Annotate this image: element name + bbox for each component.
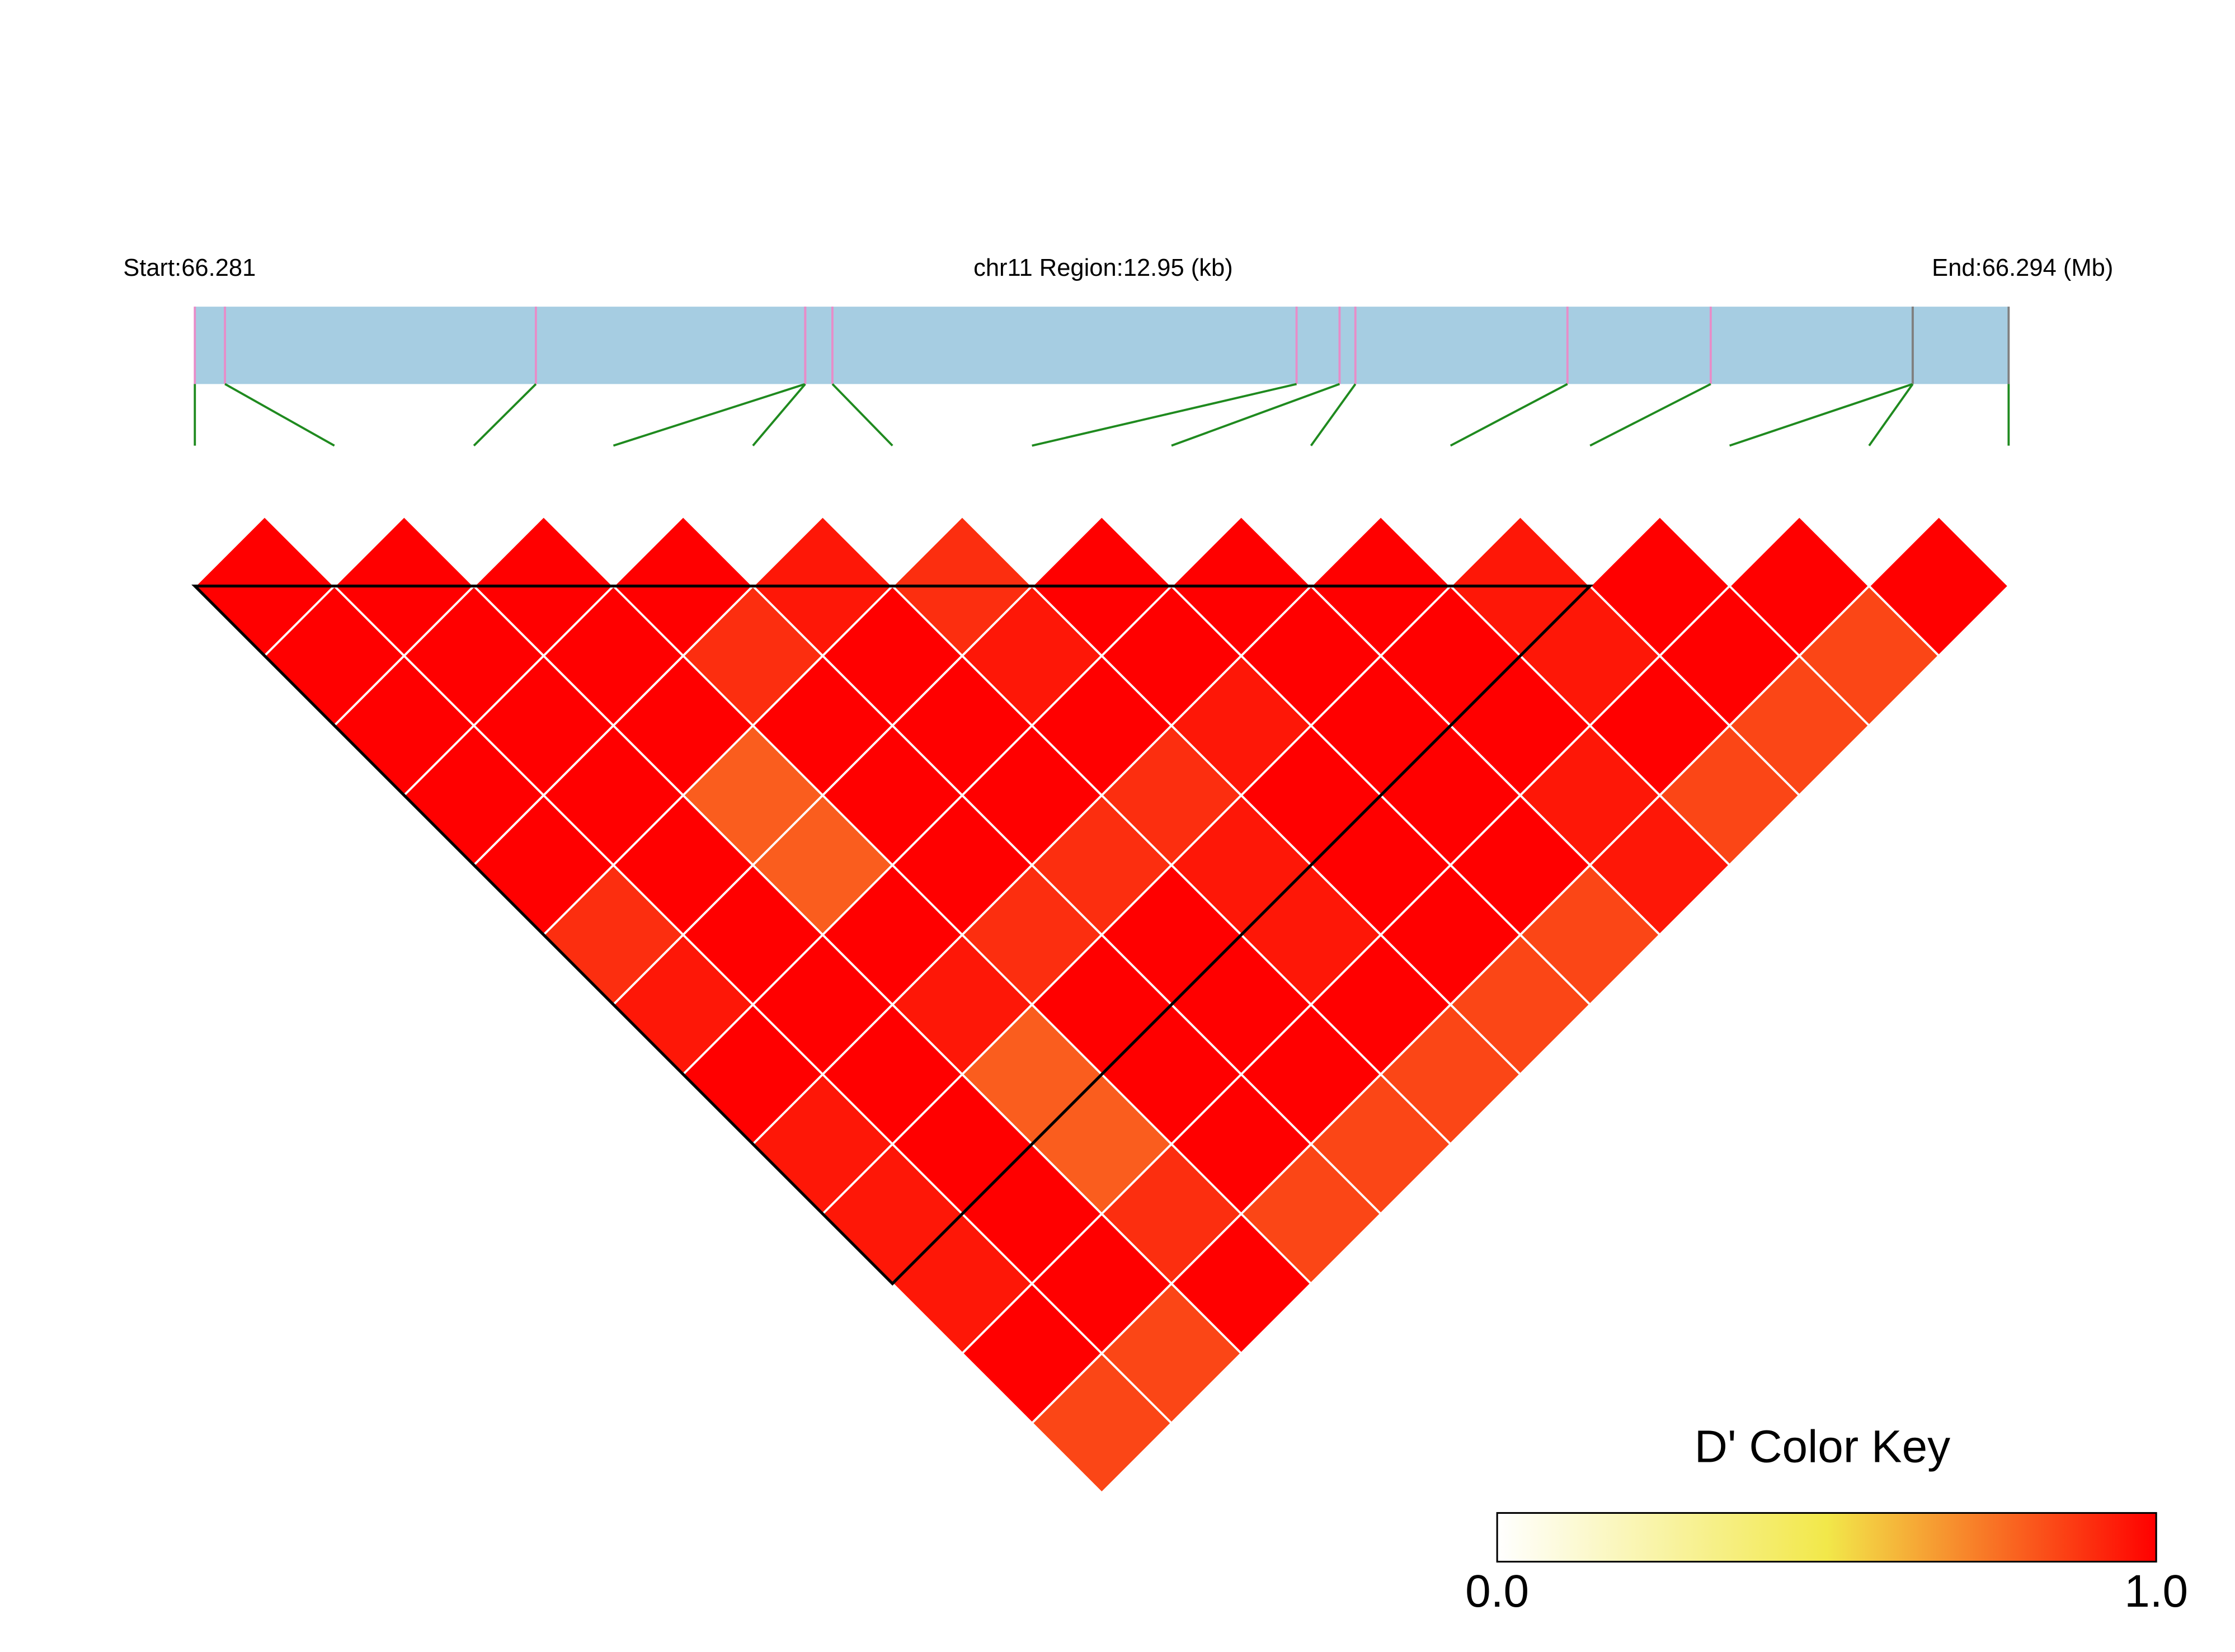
ld-cell (1867, 515, 2011, 657)
region-label: chr11 Region:12.95 (kb) (973, 255, 1233, 281)
snp-link (1868, 383, 1914, 446)
snp-link (752, 383, 806, 446)
snp-link (831, 383, 893, 446)
start-label: Start:66.281 (123, 255, 256, 281)
snp-link (473, 383, 537, 446)
ld-block (191, 584, 1594, 1286)
snp-link (1310, 383, 1357, 446)
snp-link (1171, 383, 1340, 447)
region-bar (195, 307, 2009, 384)
snp-link (1589, 383, 1711, 447)
snp-link (224, 383, 335, 447)
end-label: End:66.294 (Mb) (1932, 255, 2113, 281)
color-key-title: D' Color Key (1695, 1421, 1950, 1472)
snp-link (1032, 383, 1297, 447)
color-key-bar (1496, 1512, 2157, 1563)
snp-link (613, 383, 806, 447)
snp-link (1729, 383, 1913, 447)
snp-link (1450, 383, 1568, 447)
color-key-tick-label: 1.0 (2124, 1566, 2188, 1617)
color-key-tick-label: 0.0 (1465, 1566, 1529, 1617)
